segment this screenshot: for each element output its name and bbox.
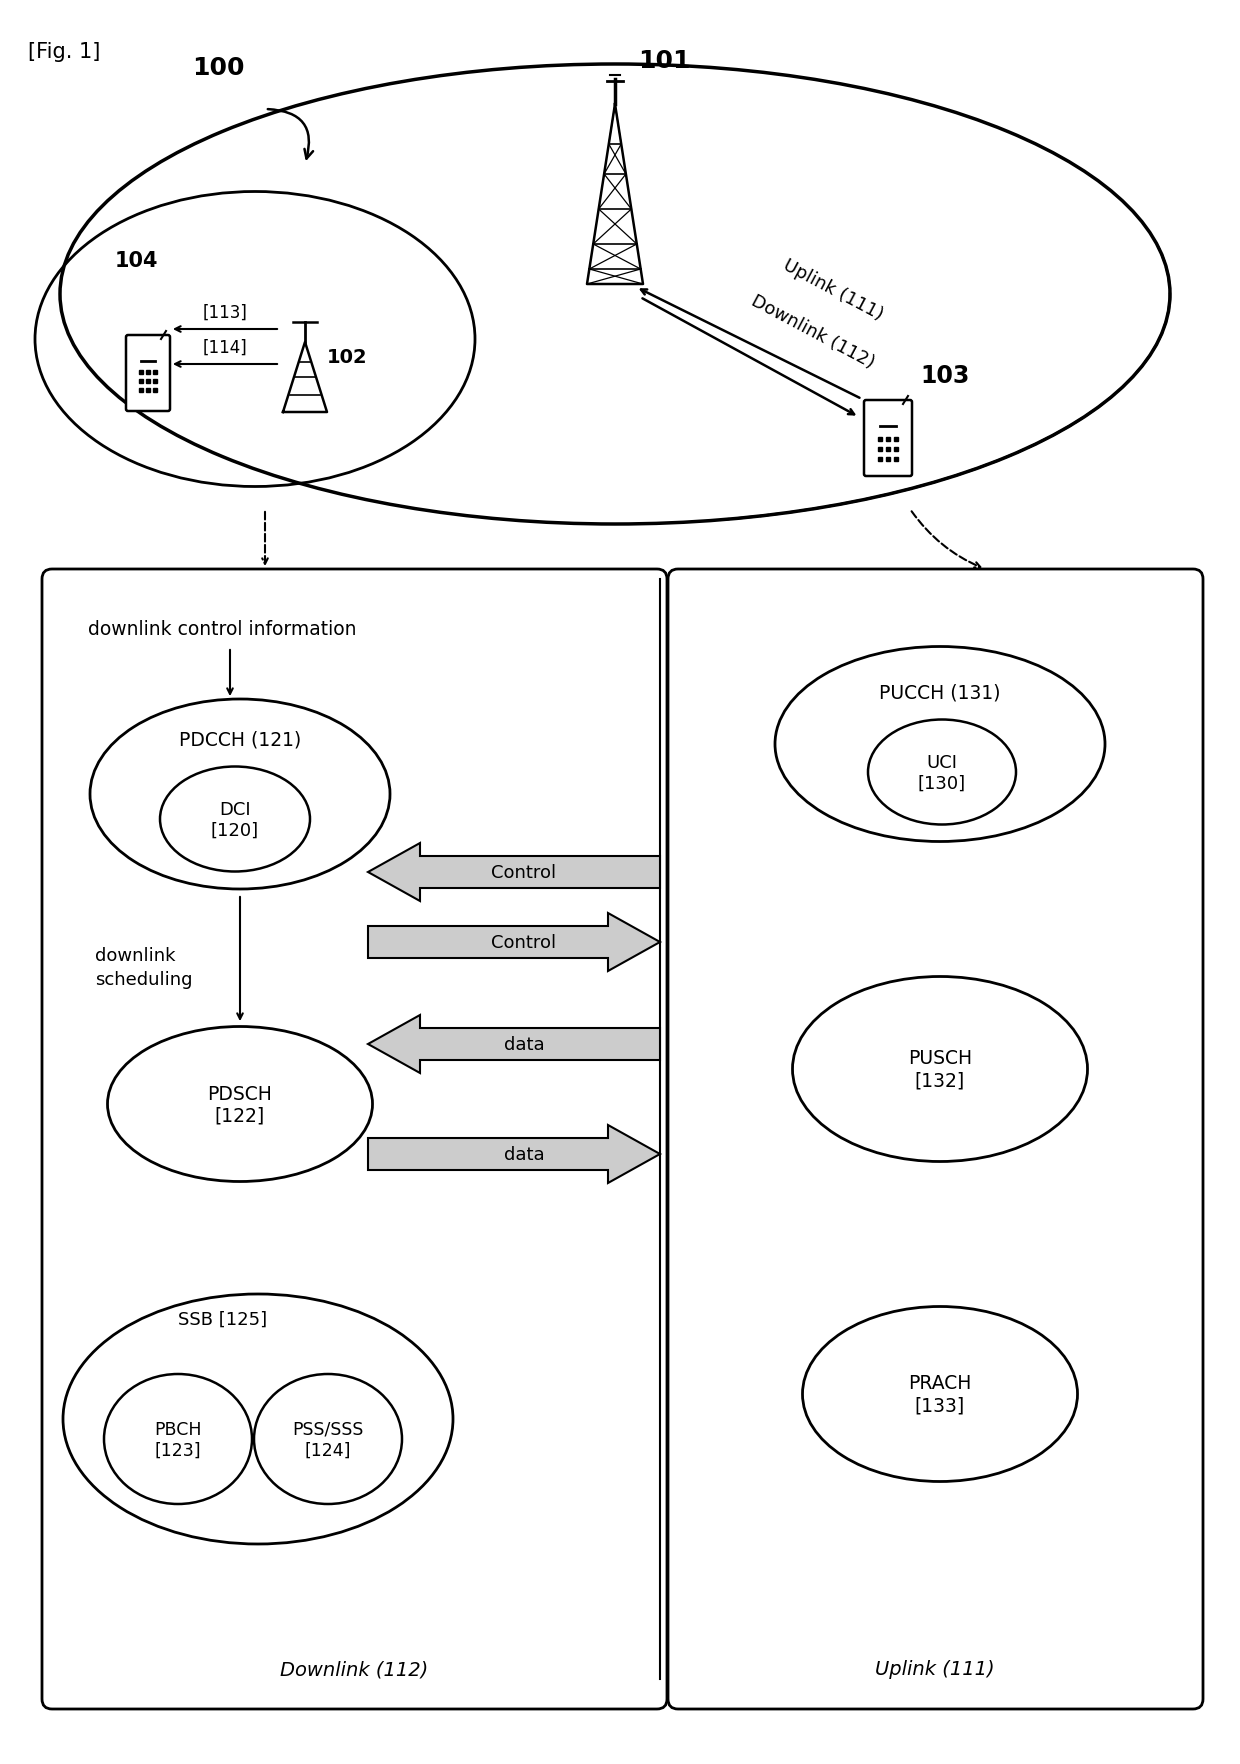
Ellipse shape xyxy=(63,1295,453,1544)
FancyBboxPatch shape xyxy=(126,335,170,411)
Ellipse shape xyxy=(775,647,1105,841)
Text: Control: Control xyxy=(491,933,557,951)
Text: [114]: [114] xyxy=(202,339,247,356)
Text: PUSCH
[132]: PUSCH [132] xyxy=(908,1050,972,1090)
Text: PBCH
[123]: PBCH [123] xyxy=(154,1420,202,1459)
FancyArrow shape xyxy=(368,843,660,901)
Text: SSB [125]: SSB [125] xyxy=(179,1311,268,1328)
Ellipse shape xyxy=(108,1027,372,1182)
Text: PDCCH (121): PDCCH (121) xyxy=(179,730,301,750)
Text: [113]: [113] xyxy=(202,303,248,321)
FancyArrow shape xyxy=(368,1125,660,1184)
Text: data: data xyxy=(503,1035,544,1053)
Ellipse shape xyxy=(792,977,1087,1162)
Text: PUCCH (131): PUCCH (131) xyxy=(879,683,1001,702)
Text: 100: 100 xyxy=(192,56,244,79)
FancyArrowPatch shape xyxy=(268,109,312,159)
Text: 102: 102 xyxy=(327,348,367,367)
Text: Control: Control xyxy=(491,864,557,882)
Ellipse shape xyxy=(802,1307,1078,1482)
Text: PDSCH
[122]: PDSCH [122] xyxy=(207,1083,273,1125)
Text: downlink
scheduling: downlink scheduling xyxy=(95,947,192,988)
Text: [Fig. 1]: [Fig. 1] xyxy=(29,42,100,62)
Text: Uplink (111): Uplink (111) xyxy=(875,1660,994,1679)
Text: Downlink (112): Downlink (112) xyxy=(280,1660,428,1679)
Text: downlink control information: downlink control information xyxy=(88,619,357,639)
Ellipse shape xyxy=(868,720,1016,826)
Text: DCI
[120]: DCI [120] xyxy=(211,801,259,840)
FancyBboxPatch shape xyxy=(668,570,1203,1709)
Ellipse shape xyxy=(91,700,391,889)
Text: data: data xyxy=(503,1145,544,1162)
Text: 101: 101 xyxy=(639,49,691,72)
Text: 104: 104 xyxy=(115,250,159,272)
FancyArrow shape xyxy=(368,914,660,972)
Text: UCI
[130]: UCI [130] xyxy=(918,753,966,792)
FancyBboxPatch shape xyxy=(42,570,667,1709)
FancyArrow shape xyxy=(368,1016,660,1073)
Text: PSS/SSS
[124]: PSS/SSS [124] xyxy=(293,1420,363,1459)
Ellipse shape xyxy=(104,1374,252,1505)
Ellipse shape xyxy=(254,1374,402,1505)
Ellipse shape xyxy=(160,767,310,871)
Text: 103: 103 xyxy=(920,363,970,388)
FancyBboxPatch shape xyxy=(864,400,911,476)
Polygon shape xyxy=(283,342,327,413)
Text: Downlink (112): Downlink (112) xyxy=(748,291,878,372)
Text: PRACH
[133]: PRACH [133] xyxy=(909,1374,972,1415)
Text: Uplink (111): Uplink (111) xyxy=(780,256,887,325)
